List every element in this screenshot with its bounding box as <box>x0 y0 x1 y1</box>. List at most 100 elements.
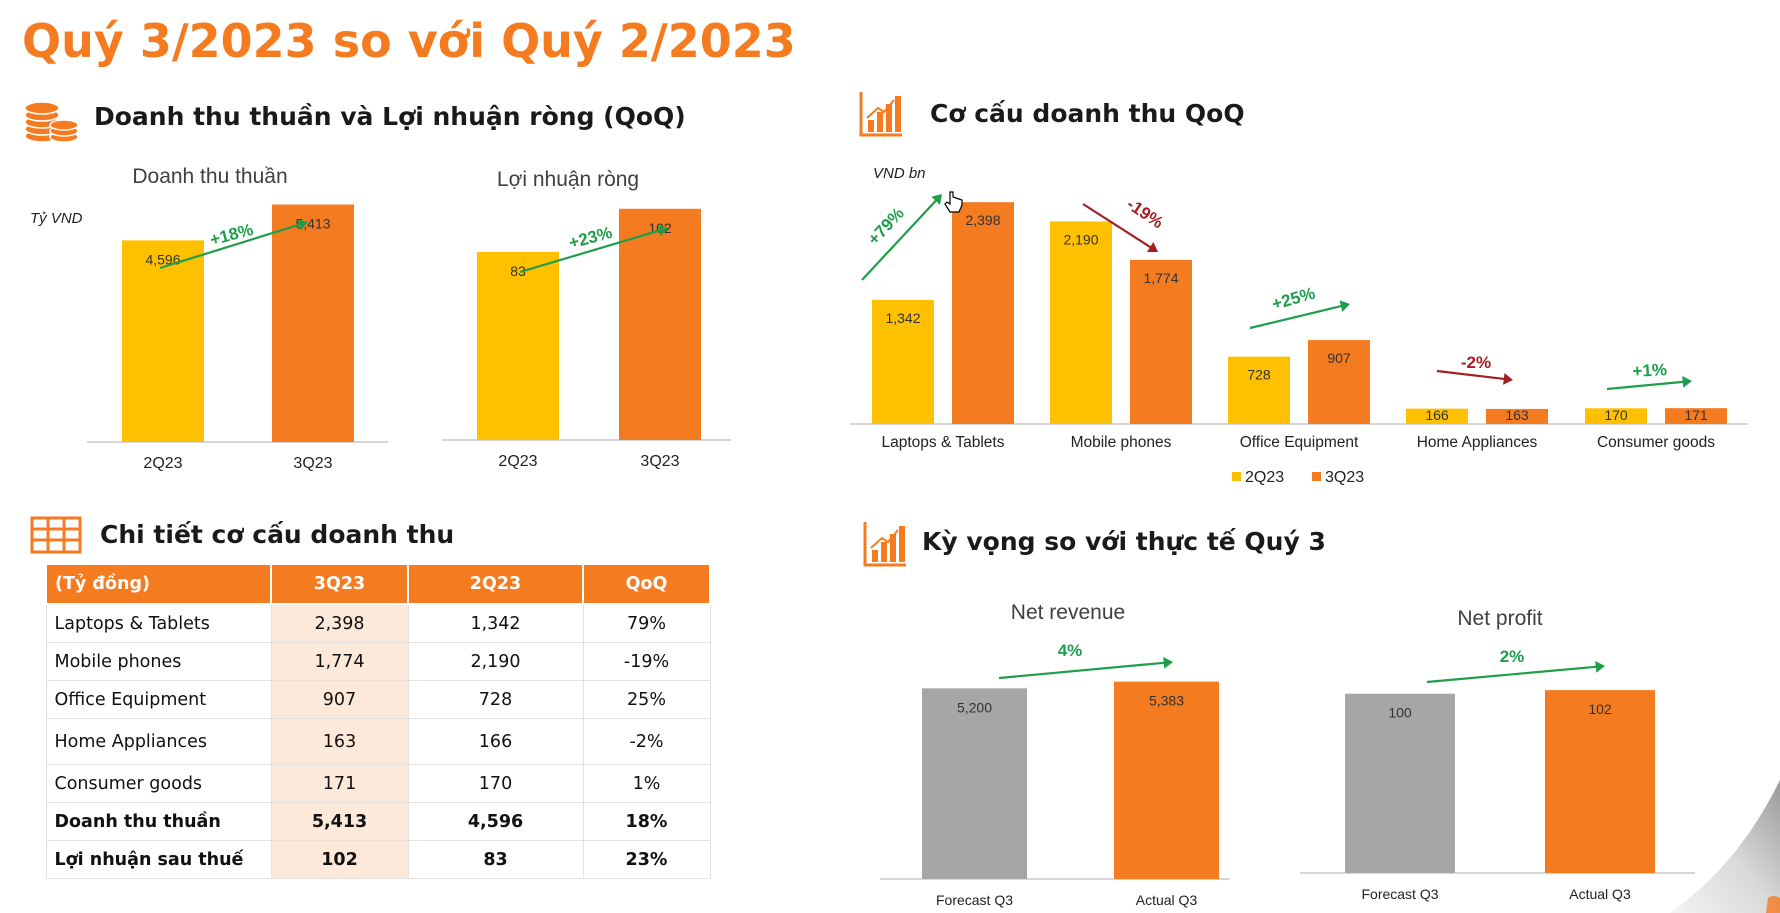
growth-arrow-line <box>159 223 300 270</box>
page-title: Quý 3/2023 so với Quý 2/2023 <box>22 14 796 68</box>
section-title-revenue-structure: Cơ cấu doanh thu QoQ <box>930 99 1245 128</box>
data-label: 907 <box>1327 350 1351 366</box>
bar-3q23 <box>1486 408 1548 424</box>
growth-arrow-head <box>657 224 668 237</box>
row-label: Laptops & Tablets <box>45 603 272 643</box>
data-label: 170 <box>1604 407 1628 423</box>
growth-arrow-line <box>1426 665 1597 684</box>
growth-arrow-head <box>931 194 942 205</box>
data-label: 2,190 <box>1063 231 1098 247</box>
legend-label: 2Q23 <box>1245 469 1284 486</box>
row-label: Home Appliances <box>45 718 272 765</box>
bar-chart-icon <box>862 520 908 568</box>
cell-2q23: 1,342 <box>407 603 584 643</box>
section-title-revenue-profit: Doanh thu thuần và Lợi nhuận ròng (QoQ) <box>94 102 686 131</box>
category-label: Forecast Q3 <box>936 892 1013 908</box>
cell-2q23: 2,190 <box>407 642 584 681</box>
chart-title: Net revenue <box>1011 601 1125 624</box>
data-label: 4,596 <box>145 251 180 267</box>
table-row: Office Equipment 907 728 25% <box>45 680 711 719</box>
row-label: Office Equipment <box>45 680 272 719</box>
bar-2q23 <box>1406 408 1468 424</box>
data-label: 83 <box>510 263 526 279</box>
bar-2q23 <box>872 299 934 424</box>
growth-arrow-line <box>519 229 660 274</box>
bar-2q23 <box>1050 221 1112 424</box>
legend-swatch <box>1232 472 1241 481</box>
bar-actual-q3 <box>1545 690 1655 873</box>
net-profit-forecast-chart: Net profit 100 Forecast Q3 102 Actual Q3 2% <box>1300 607 1695 902</box>
cell-3q23: 1,774 <box>270 642 409 681</box>
table-row: Home Appliances 163 166 -2% <box>45 718 711 765</box>
data-label: 171 <box>1684 407 1708 423</box>
growth-label: -2% <box>1461 353 1491 372</box>
bar-actual-q3 <box>1114 681 1219 879</box>
category-label: Forecast Q3 <box>1361 886 1438 902</box>
table-header: 2Q23 <box>407 563 584 605</box>
bar-3q23 <box>1130 259 1192 424</box>
category-label: 3Q23 <box>640 453 679 470</box>
revenue-detail-table: (Tỷ đồng) 3Q23 2Q23 QoQ Laptops & Tablet… <box>45 563 711 879</box>
data-label: 166 <box>1425 407 1449 423</box>
section-title-expectation: Kỳ vọng so với thực tế Quý 3 <box>922 527 1326 556</box>
cell-3q23: 2,398 <box>270 603 409 643</box>
category-label: Actual Q3 <box>1136 892 1198 908</box>
table-header: QoQ <box>582 563 711 605</box>
row-label: Lợi nhuận sau thuế <box>45 840 272 879</box>
row-label: Doanh thu thuần <box>45 802 272 841</box>
table-row: Laptops & Tablets 2,398 1,342 79% <box>45 603 711 643</box>
cell-qoq: -2% <box>582 718 711 765</box>
cell-qoq: 18% <box>582 802 711 841</box>
cell-qoq: 79% <box>582 603 711 643</box>
growth-arrow-head <box>1163 656 1173 669</box>
row-label: Mobile phones <box>45 642 272 681</box>
category-label: 2Q23 <box>143 455 182 472</box>
cursor-icon <box>944 191 963 213</box>
cell-2q23: 170 <box>407 764 584 803</box>
table-row: Consumer goods 171 170 1% <box>45 764 711 803</box>
growth-arrow-head <box>1595 660 1605 673</box>
growth-label: +23% <box>567 223 614 253</box>
chart-title: Net profit <box>1457 607 1542 630</box>
data-label: 5,200 <box>957 699 992 715</box>
cell-3q23: 102 <box>270 840 409 879</box>
category-label: Laptops & Tablets <box>882 434 1005 451</box>
growth-arrow-head <box>1339 300 1350 312</box>
bar-3q23 <box>952 202 1014 424</box>
growth-label: 2% <box>1500 647 1525 666</box>
growth-label: +1% <box>1632 360 1667 381</box>
growth-arrow-line <box>1249 305 1342 330</box>
bar-3q23 <box>1665 408 1727 424</box>
table-header: (Tỷ đồng) <box>45 563 272 605</box>
category-label: Home Appliances <box>1417 434 1538 451</box>
bar-forecast-q3 <box>1345 693 1455 873</box>
growth-arrow-head <box>1682 376 1692 388</box>
legend-swatch <box>1312 472 1321 481</box>
cell-qoq: 23% <box>582 840 711 879</box>
bar-2q23 <box>477 251 559 440</box>
bar-2q23 <box>122 240 204 442</box>
cell-3q23: 5,413 <box>270 802 409 841</box>
table-header-row: (Tỷ đồng) 3Q23 2Q23 QoQ <box>45 563 711 605</box>
page-curl-decoration <box>1670 780 1780 913</box>
table-icon <box>30 516 82 554</box>
revenue-structure-chart: 1,342 2,398 Laptops & Tablets 2,190 1,774 Mob… <box>850 194 1748 486</box>
legend-label: 3Q23 <box>1325 469 1364 486</box>
coins-icon <box>22 98 80 146</box>
data-label: 163 <box>1505 407 1529 423</box>
bar-3q23 <box>272 204 354 442</box>
growth-arrow-head <box>1147 242 1158 252</box>
growth-arrow-line <box>1436 369 1505 381</box>
table-row: Doanh thu thuần 5,413 4,596 18% <box>45 802 711 841</box>
cell-2q23: 728 <box>407 680 584 719</box>
growth-arrow-head <box>1503 373 1513 385</box>
growth-arrow-head <box>297 219 308 231</box>
table-row: Lợi nhuận sau thuế 102 83 23% <box>45 840 711 879</box>
category-label: Actual Q3 <box>1569 886 1631 902</box>
category-label: Mobile phones <box>1071 434 1172 451</box>
cell-qoq: 25% <box>582 680 711 719</box>
bar-chart-icon <box>858 90 904 138</box>
table-row: Mobile phones 1,774 2,190 -19% <box>45 642 711 681</box>
bar-3q23 <box>619 208 701 440</box>
growth-arrow-line <box>1606 380 1684 391</box>
